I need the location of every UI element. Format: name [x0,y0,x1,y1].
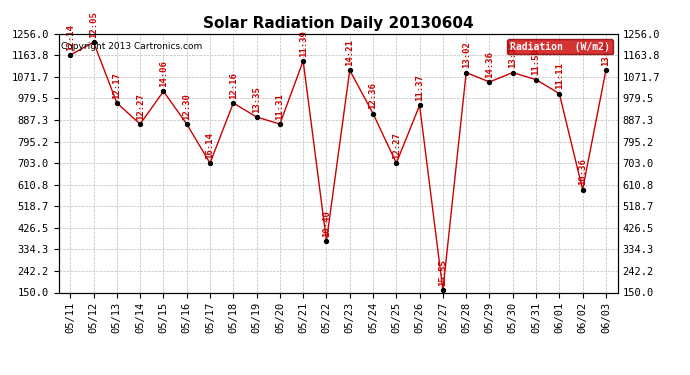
Text: 14:36: 14:36 [485,51,494,78]
Text: Copyright 2013 Cartronics.com: Copyright 2013 Cartronics.com [61,42,203,51]
Text: 12:27: 12:27 [392,132,401,159]
Point [461,70,472,76]
Point [65,52,76,58]
Point [88,39,99,45]
Text: 11:50: 11:50 [531,48,540,75]
Text: 13:02: 13:02 [462,42,471,68]
Point [484,79,495,85]
Point [321,238,332,244]
Text: 12:14: 12:14 [66,24,75,51]
Text: 11:31: 11:31 [275,93,284,120]
Point [344,67,355,73]
Point [368,111,379,117]
Point [437,287,448,293]
Text: 12:05: 12:05 [89,11,98,38]
Point [297,58,308,64]
Text: 12:36: 12:36 [368,82,377,110]
Text: 15:55: 15:55 [438,259,447,286]
Title: Solar Radiation Daily 20130604: Solar Radiation Daily 20130604 [203,16,473,31]
Text: 11:37: 11:37 [415,74,424,101]
Point [251,114,262,120]
Point [111,100,122,106]
Text: 13:15: 13:15 [509,42,518,68]
Point [158,88,169,94]
Text: 12:27: 12:27 [136,93,145,120]
Point [531,76,542,82]
Text: 13:45: 13:45 [602,39,611,66]
Point [275,121,286,127]
Text: 10:36: 10:36 [578,159,587,185]
Text: 12:16: 12:16 [229,72,238,99]
Point [600,67,611,73]
Text: 11:39: 11:39 [299,30,308,57]
Point [204,160,215,166]
Text: 12:30: 12:30 [182,93,191,120]
Point [554,91,565,97]
Point [507,70,518,76]
Text: 13:35: 13:35 [252,86,261,113]
Text: 14:06: 14:06 [159,60,168,87]
Text: 10:40: 10:40 [322,210,331,237]
Point [135,121,146,127]
Point [181,121,193,127]
Point [414,102,425,108]
Point [228,100,239,106]
Text: 11:11: 11:11 [555,63,564,89]
Point [577,186,588,192]
Text: 12:17: 12:17 [112,72,121,99]
Legend: Radiation  (W/m2): Radiation (W/m2) [507,39,613,54]
Text: 16:14: 16:14 [206,132,215,159]
Text: 14:21: 14:21 [345,39,354,66]
Point [391,160,402,166]
